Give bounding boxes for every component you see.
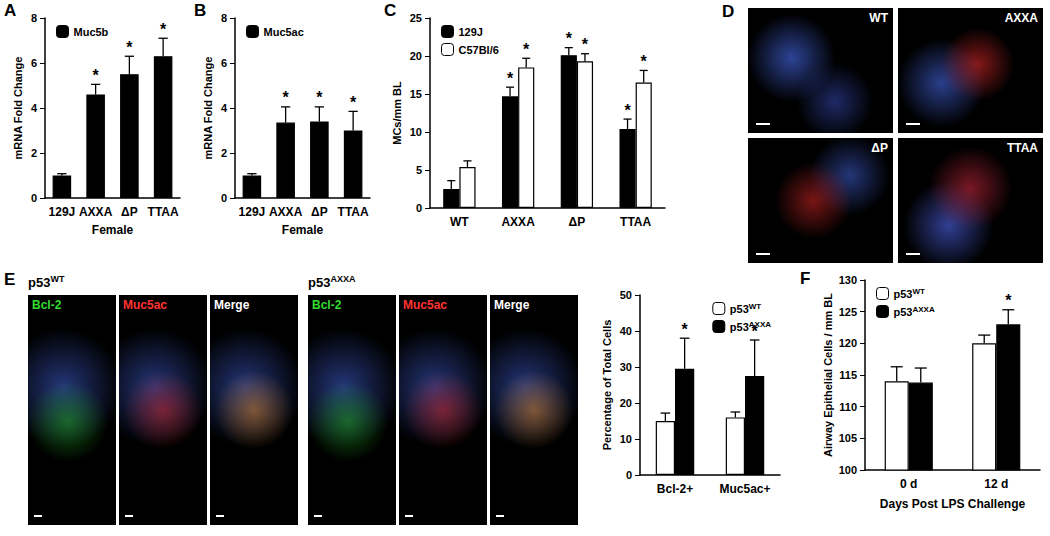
svg-text:*: * bbox=[624, 102, 631, 119]
svg-text:25: 25 bbox=[410, 12, 422, 24]
svg-text:*: * bbox=[316, 89, 323, 106]
html-text:AXXA: AXXA bbox=[1004, 11, 1038, 25]
svg-text:115: 115 bbox=[839, 369, 857, 381]
svg-text:4: 4 bbox=[31, 102, 38, 114]
html-text:Merge: Merge bbox=[494, 298, 530, 312]
svg-text:20: 20 bbox=[620, 397, 632, 409]
svg-text:15: 15 bbox=[410, 88, 422, 100]
html-text:p53AXXA: p53AXXA bbox=[308, 274, 356, 291]
svg-text:0: 0 bbox=[626, 469, 632, 481]
svg-text:WT: WT bbox=[749, 302, 762, 311]
svg-text:*: * bbox=[160, 21, 167, 38]
svg-text:6: 6 bbox=[221, 57, 227, 69]
svg-text:6: 6 bbox=[31, 57, 37, 69]
svg-text:105: 105 bbox=[839, 432, 857, 444]
svg-text:TTAA: TTAA bbox=[148, 205, 179, 219]
svg-text:p53: p53 bbox=[894, 306, 913, 318]
svg-text:*: * bbox=[641, 53, 648, 70]
svg-text:10: 10 bbox=[620, 433, 632, 445]
svg-text:*: * bbox=[523, 41, 530, 58]
svg-text:2: 2 bbox=[31, 147, 37, 159]
svg-text:10: 10 bbox=[410, 126, 422, 138]
svg-text:*: * bbox=[350, 94, 357, 111]
svg-text:30: 30 bbox=[620, 361, 632, 373]
svg-text:p53: p53 bbox=[730, 321, 749, 333]
svg-text:C: C bbox=[384, 1, 396, 20]
svg-text:0 d: 0 d bbox=[900, 477, 917, 491]
svg-text:50: 50 bbox=[620, 289, 632, 301]
html-text:Bcl-2: Bcl-2 bbox=[312, 298, 342, 312]
html-text:Muc5ac: Muc5ac bbox=[403, 298, 447, 312]
svg-text:100: 100 bbox=[839, 464, 857, 476]
svg-text:AXXA: AXXA bbox=[749, 320, 771, 329]
svg-text:ΔP: ΔP bbox=[311, 205, 328, 219]
svg-text:mRNA Fold Change: mRNA Fold Change bbox=[12, 57, 24, 160]
svg-text:8: 8 bbox=[31, 12, 37, 24]
svg-text:*: * bbox=[126, 39, 133, 56]
html-text:Merge: Merge bbox=[214, 298, 250, 312]
html-text:WT: WT bbox=[869, 11, 888, 25]
svg-text:Muc5b: Muc5b bbox=[74, 26, 109, 38]
svg-text:B: B bbox=[194, 1, 206, 20]
svg-text:Days Post LPS Challenge: Days Post LPS Challenge bbox=[880, 497, 1026, 511]
svg-text:*: * bbox=[682, 321, 689, 338]
html-text:TTAA: TTAA bbox=[1006, 141, 1038, 155]
svg-text:A: A bbox=[4, 1, 16, 20]
svg-text:129J: 129J bbox=[459, 26, 483, 38]
svg-text:Female: Female bbox=[282, 223, 324, 237]
svg-text:*: * bbox=[582, 36, 589, 53]
svg-text:40: 40 bbox=[620, 325, 632, 337]
svg-text:*: * bbox=[1005, 292, 1012, 309]
svg-text:2: 2 bbox=[221, 147, 227, 159]
html-text:Muc5ac: Muc5ac bbox=[123, 298, 167, 312]
svg-text:*: * bbox=[566, 30, 573, 47]
svg-text:AXXA: AXXA bbox=[269, 205, 303, 219]
svg-text:120: 120 bbox=[839, 337, 857, 349]
html-text:Bcl-2: Bcl-2 bbox=[32, 298, 62, 312]
svg-text:MCs/mm BL: MCs/mm BL bbox=[391, 81, 403, 145]
svg-text:AXXA: AXXA bbox=[912, 305, 934, 314]
svg-text:4: 4 bbox=[221, 102, 228, 114]
svg-text:0: 0 bbox=[221, 192, 227, 204]
html-text:D: D bbox=[722, 2, 735, 21]
svg-text:Percentage of Total Cells: Percentage of Total Cells bbox=[601, 320, 613, 451]
svg-text:AXXA: AXXA bbox=[79, 205, 113, 219]
svg-text:Female: Female bbox=[92, 223, 134, 237]
svg-text:TTAA: TTAA bbox=[338, 205, 369, 219]
svg-text:12 d: 12 d bbox=[984, 477, 1008, 491]
svg-text:*: * bbox=[507, 70, 514, 87]
svg-text:C57Bl/6: C57Bl/6 bbox=[459, 44, 499, 56]
svg-text:0: 0 bbox=[416, 202, 422, 214]
svg-text:TTAA: TTAA bbox=[620, 215, 651, 229]
html-text:p53WT: p53WT bbox=[28, 274, 65, 291]
svg-text:0: 0 bbox=[31, 192, 37, 204]
svg-text:*: * bbox=[283, 89, 290, 106]
svg-text:F: F bbox=[800, 269, 810, 288]
svg-text:Airway Epithelial Cells / mm B: Airway Epithelial Cells / mm BL bbox=[822, 293, 834, 457]
html-text:ΔP: ΔP bbox=[871, 141, 888, 155]
svg-text:129J: 129J bbox=[49, 205, 76, 219]
svg-text:ΔP: ΔP bbox=[569, 215, 586, 229]
svg-text:Muc5ac+: Muc5ac+ bbox=[719, 482, 770, 496]
svg-text:8: 8 bbox=[221, 12, 227, 24]
svg-text:AXXA: AXXA bbox=[501, 215, 535, 229]
html-text:E: E bbox=[4, 270, 16, 289]
svg-text:20: 20 bbox=[410, 50, 422, 62]
svg-text:125: 125 bbox=[839, 306, 857, 318]
svg-text:*: * bbox=[93, 67, 100, 84]
svg-text:mRNA Fold Change: mRNA Fold Change bbox=[202, 57, 214, 160]
svg-text:5: 5 bbox=[416, 164, 422, 176]
svg-text:129J: 129J bbox=[239, 205, 266, 219]
svg-text:p53: p53 bbox=[730, 303, 749, 315]
svg-text:Bcl-2+: Bcl-2+ bbox=[657, 482, 693, 496]
svg-text:110: 110 bbox=[839, 401, 857, 413]
svg-text:p53: p53 bbox=[894, 288, 913, 300]
svg-text:WT: WT bbox=[912, 287, 925, 296]
svg-text:130: 130 bbox=[839, 274, 857, 286]
svg-text:Muc5ac: Muc5ac bbox=[264, 26, 304, 38]
svg-text:ΔP: ΔP bbox=[121, 205, 138, 219]
svg-text:WT: WT bbox=[450, 215, 469, 229]
